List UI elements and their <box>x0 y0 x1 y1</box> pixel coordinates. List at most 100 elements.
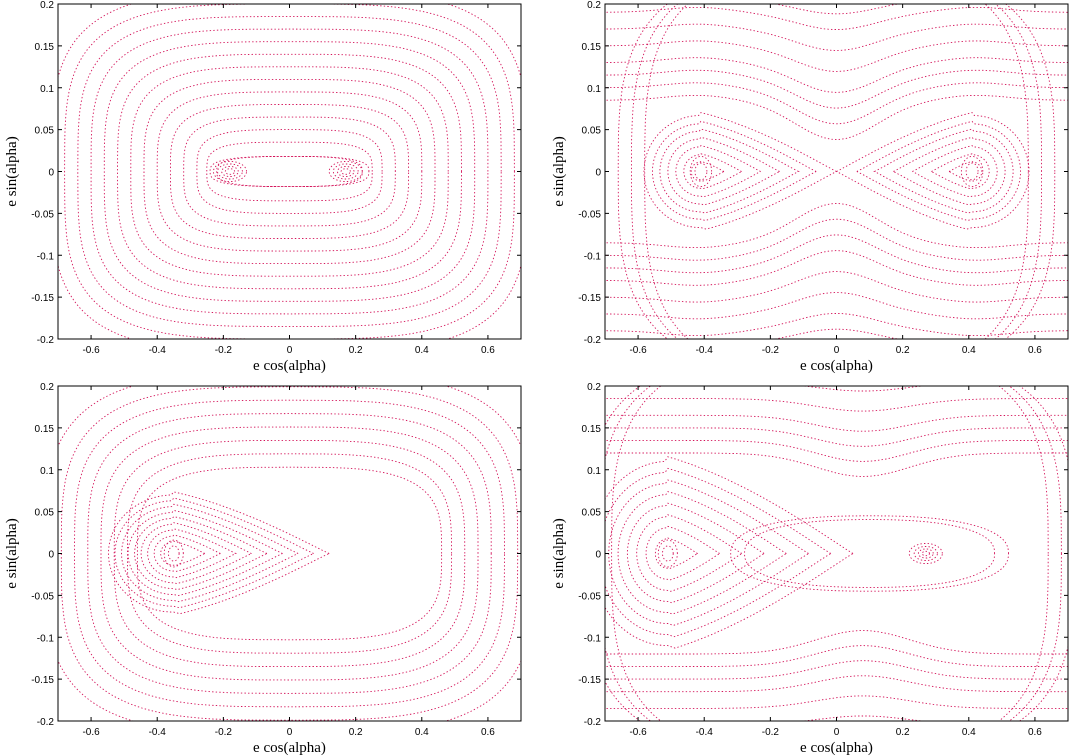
orbit-libration <box>626 502 765 604</box>
orbit-libration <box>153 534 221 573</box>
orbit-outer <box>74 399 505 708</box>
orbit-outer <box>611 386 1049 721</box>
x-tick-label: -0.4 <box>149 727 167 738</box>
x-axis-title: e cos(alpha) <box>253 358 326 374</box>
x-tick-label: 0.4 <box>962 727 976 738</box>
orbit-circulating <box>605 250 1068 286</box>
y-tick-label: -0.1 <box>584 633 602 644</box>
orbit-circulating <box>605 695 1068 709</box>
phase-plot-top-right: -0.6 -0.4 -0.2 0 0.2 0.4 0.6 0.2 0.15 0.1 0.05 0 -0.… <box>535 0 1070 378</box>
orbit-island <box>217 163 243 180</box>
phase-plot-svg-1: -0.6 -0.4 -0.2 0 0.2 0.4 0.6 0.2 0.15 0.1 0.05 0 -0.… <box>551 0 1069 374</box>
x-tick-label: 0.4 <box>415 345 429 356</box>
x-tick-label: 0 <box>287 345 293 356</box>
y-axis-title: e sin(alpha) <box>551 518 567 588</box>
orbit-island <box>212 160 247 183</box>
orbit-island <box>921 550 930 557</box>
orbit-island <box>340 168 352 175</box>
x-tick-label: -0.6 <box>629 345 647 356</box>
orbit-libration <box>873 128 1014 214</box>
orbit-outer <box>100 426 479 681</box>
x-tick-label: 0 <box>287 727 293 738</box>
orbit-circulating <box>605 452 1068 477</box>
orbit-outer <box>90 28 489 315</box>
orbit-circulating <box>772 4 901 15</box>
orbit-circulating <box>605 439 1068 462</box>
y-tick-label: 0.05 <box>35 126 55 137</box>
orbit-outer <box>605 386 1068 721</box>
orbit-center <box>965 162 979 181</box>
orbit-outer <box>605 386 1062 721</box>
y-tick-label: -0.1 <box>584 251 602 262</box>
orbit-circulating <box>605 69 1068 109</box>
y-tick-label: 0.2 <box>587 0 601 11</box>
orbit-circulating <box>605 82 1068 125</box>
x-tick-label: -0.2 <box>762 727 780 738</box>
y-tick-label: 0.2 <box>40 382 54 393</box>
x-tick-label: 0.6 <box>481 727 495 738</box>
orbit-outer <box>143 78 436 265</box>
y-tick-label: -0.15 <box>578 675 601 686</box>
orbit-center <box>694 162 708 181</box>
y-axis-title: e sin(alpha) <box>4 136 20 206</box>
orbit-outer <box>631 4 1042 339</box>
orbit-circulating <box>605 630 1068 655</box>
orbit-circulating <box>605 398 1068 412</box>
x-tick-label: 0.6 <box>1028 727 1042 738</box>
plot-area <box>58 4 521 339</box>
orbit-libration <box>114 497 314 609</box>
orbit-circulating <box>605 675 1068 693</box>
orbit-island <box>913 546 938 561</box>
y-tick-label: 0 <box>48 168 54 179</box>
y-tick-label: -0.2 <box>37 335 55 346</box>
orbit-libration <box>605 456 854 649</box>
orbit-outer <box>58 386 521 721</box>
orbit-libration <box>140 522 252 585</box>
y-tick-label: 0.2 <box>40 0 54 11</box>
orbit-libration <box>856 120 1021 221</box>
y-tick-label: -0.05 <box>578 209 601 220</box>
x-axis-title: e cos(alpha) <box>800 358 873 374</box>
orbit-outer <box>183 116 396 227</box>
orbit-libration <box>160 540 206 566</box>
y-tick-label: -0.1 <box>37 633 55 644</box>
phase-plot-svg-0: -0.6 -0.4 -0.2 0 0.2 0.4 0.6 0.2 0.15 0.1 0.05 0 -0.… <box>4 0 522 374</box>
x-tick-label: 0.6 <box>1028 345 1042 356</box>
orbit-outer <box>617 4 1056 339</box>
x-tick-label: 0.4 <box>962 345 976 356</box>
y-tick-label: -0.1 <box>37 251 55 262</box>
orbit-circulating <box>605 645 1068 668</box>
plot-area <box>605 4 1068 339</box>
phase-plot-svg-3: -0.6 -0.4 -0.2 0 0.2 0.4 0.6 0.2 0.15 0.1 0.05 0 -0.… <box>551 382 1069 756</box>
x-tick-label: -0.6 <box>629 727 647 738</box>
orbit-outer <box>103 41 476 302</box>
orbit-libration <box>667 136 780 206</box>
x-tick-label: -0.4 <box>696 727 714 738</box>
orbit-circulating <box>605 6 1068 30</box>
orbit-center <box>960 155 984 188</box>
orbit-island <box>332 163 359 180</box>
orbit-island <box>328 160 363 183</box>
orbit-circulating <box>605 414 1068 432</box>
orbit-circulating <box>605 660 1068 680</box>
orbit-outer <box>127 453 453 654</box>
y-tick-label: 0.2 <box>587 382 601 393</box>
orbit-libration <box>608 479 810 626</box>
x-tick-label: -0.2 <box>215 727 233 738</box>
orbit-circulating <box>605 203 1068 249</box>
plot-frame <box>604 385 1069 722</box>
orbit-libration <box>659 128 800 214</box>
orbit-circulating <box>605 427 1068 447</box>
orbit-island <box>224 168 236 175</box>
tick-labels: -0.6 -0.4 -0.2 0 0.2 0.4 0.6 0.2 0.15 0.1 0.05 0 -0.… <box>31 0 521 356</box>
orbit-circulating <box>605 40 1068 72</box>
orbit-libration <box>930 153 990 190</box>
y-tick-label: -0.2 <box>37 717 55 728</box>
y-axis-title: e sin(alpha) <box>551 136 567 206</box>
orbit-libration <box>948 160 983 182</box>
orbit-libration <box>645 525 721 581</box>
orbit-center <box>657 539 678 568</box>
y-tick-label: 0 <box>48 550 54 561</box>
orbit-island <box>917 548 934 559</box>
orbit-libration <box>636 514 743 592</box>
